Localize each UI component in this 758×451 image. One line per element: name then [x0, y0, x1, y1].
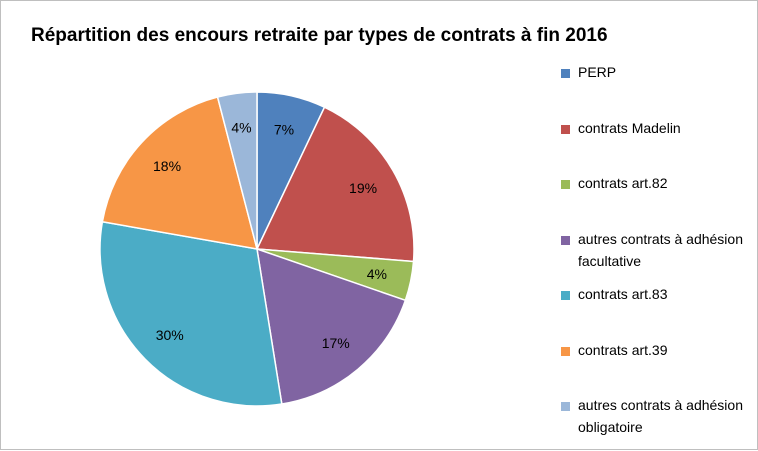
- legend-label: autres contrats à adhésion obligatoire: [578, 397, 743, 435]
- slice-data-label-1: 19%: [349, 180, 377, 196]
- legend-swatch: [561, 124, 570, 134]
- slice-data-label-2: 4%: [367, 266, 387, 282]
- legend-item-0: PERP: [561, 64, 753, 83]
- legend-swatch: [561, 346, 570, 356]
- pie-slice-4: [99, 220, 283, 407]
- slice-data-label-0: 7%: [274, 122, 294, 138]
- legend-item-4: contrats art.83: [561, 286, 753, 305]
- legend-swatch: [561, 69, 570, 78]
- legend-item-3: autres contrats à adhésion facultative: [561, 231, 753, 272]
- legend-item-6: autres contrats à adhésion obligatoire: [561, 397, 753, 438]
- slice-data-label-4: 30%: [156, 327, 184, 343]
- slice-data-label-6: 4%: [231, 120, 251, 136]
- pie-slice-5: [101, 96, 259, 250]
- legend-item-1: contrats Madelin: [561, 120, 753, 139]
- legend-label: contrats art.83: [578, 286, 668, 302]
- chart-title: Répartition des encours retraite par typ…: [31, 25, 608, 46]
- legend-label: contrats art.82: [578, 175, 668, 191]
- legend-label: contrats Madelin: [578, 119, 681, 136]
- legend-swatch: [561, 402, 570, 411]
- legend-item-2: contrats art.82: [561, 175, 753, 194]
- slice-data-label-5: 18%: [153, 158, 181, 174]
- pie-slice-6: [216, 91, 258, 250]
- slice-data-label-3: 17%: [322, 335, 350, 351]
- legend-label: autres contrats à adhésion facultative: [578, 230, 743, 269]
- legend-swatch: [561, 235, 570, 245]
- legend-label: PERP: [578, 64, 617, 80]
- pie-slice-3: [256, 247, 407, 405]
- legend-item-5: contrats art.39: [561, 342, 753, 361]
- legend-label: contrats art.39: [578, 341, 668, 358]
- legend-swatch: [561, 180, 570, 189]
- pie-slice-1: [255, 106, 415, 263]
- legend-swatch: [561, 291, 570, 300]
